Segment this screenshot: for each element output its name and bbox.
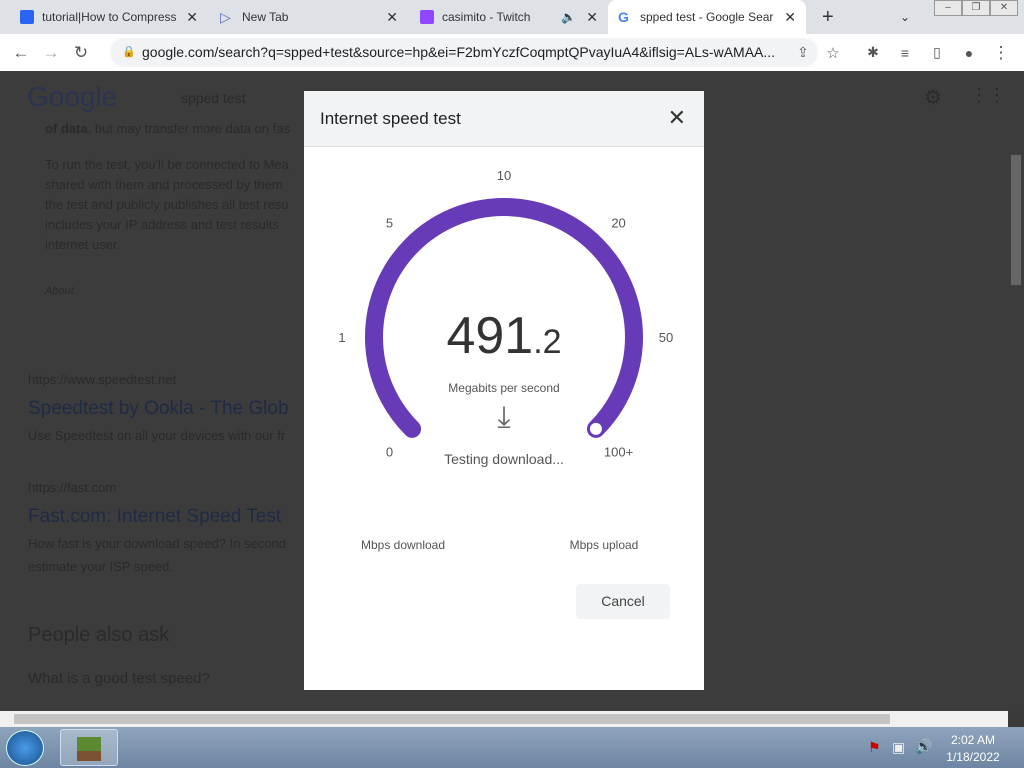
url-text: google.com/search?q=spped+test&source=hp… (142, 44, 776, 60)
bookmark-star-icon[interactable]: ☆ (826, 44, 840, 62)
close-tab-icon[interactable]: ✕ (186, 8, 198, 25)
gauge-tick-label: 5 (386, 215, 393, 230)
para-line: internet user. (45, 237, 121, 252)
speed-gauge: 0 1 5 10 20 50 100+ (338, 168, 673, 460)
speaker-icon[interactable]: 🔈 (561, 10, 576, 24)
play-icon: ▷ (220, 9, 231, 25)
media-icon[interactable]: ≡ (900, 44, 910, 61)
speed-test-dialog: Internet speed test ✕ 0 1 5 10 20 50 100+ 491.… (304, 91, 704, 690)
restore-button[interactable]: ❐ (962, 0, 990, 16)
new-tab-button[interactable]: + (822, 5, 834, 28)
toolbar: ← → ↻ 🔒 google.com/search?q=spped+test&so… (0, 34, 1024, 71)
result-title[interactable]: Speedtest by Ookla - The Glob (28, 398, 289, 419)
para-line: To run the test, you'll be connected to … (45, 157, 289, 172)
back-icon[interactable]: ← (12, 42, 30, 62)
question-item[interactable]: What is a good test speed? (28, 670, 210, 687)
status-text: Testing download... (444, 451, 564, 467)
volume-icon[interactable]: 🔊 (915, 738, 933, 754)
result-title[interactable]: Fast.com: Internet Speed Test (28, 506, 282, 527)
taskbar-minecraft[interactable] (60, 729, 118, 766)
forward-icon[interactable]: → (42, 42, 60, 62)
speed-value: 491 (446, 307, 534, 365)
result-desc: estimate your ISP speed. (28, 559, 174, 574)
dialog-title: Internet speed test (320, 108, 461, 128)
minecraft-icon (77, 737, 101, 761)
network-icon[interactable]: ▣ (892, 739, 906, 755)
tab-title: New Tab (242, 10, 289, 24)
para-line: includes your IP address and test result… (45, 217, 279, 232)
close-tab-icon[interactable]: ✕ (586, 8, 598, 25)
apps-grid-icon[interactable]: ⋮⋮ (970, 85, 1006, 105)
gauge-tick-label: 1 (338, 330, 345, 345)
tab-tutorial[interactable]: tutorial|How to Compress ✕ (10, 0, 208, 34)
tab-search-icon[interactable]: ⌄ (900, 10, 911, 24)
clock-date[interactable]: 1/18/2022 (946, 750, 1000, 764)
speed-unit: Megabits per second (448, 381, 560, 395)
snippet-text: , but may transfer more data on fas (87, 121, 290, 136)
close-tab-icon[interactable]: ✕ (386, 8, 398, 25)
download-result-label: Mbps download (360, 538, 446, 552)
cancel-button[interactable]: Cancel (576, 584, 670, 619)
result-desc: Use Speedtest on all your devices with o… (28, 428, 286, 443)
reload-icon[interactable]: ↻ (73, 42, 89, 62)
minimize-button[interactable]: – (934, 0, 962, 16)
result-url[interactable]: https://fast.com (28, 480, 117, 495)
result-desc: How fast is your download speed? In seco… (28, 536, 286, 551)
close-window-button[interactable]: ✕ (990, 0, 1018, 16)
tab-title: casimito - Twitch (442, 10, 531, 24)
snippet-bold: of data (45, 121, 88, 136)
para-line: shared with them and processed by them (45, 177, 283, 192)
gauge-knob (587, 420, 604, 437)
twitch-icon (420, 10, 434, 24)
search-input[interactable]: spped test (181, 90, 246, 106)
horizontal-scrollbar[interactable] (0, 711, 1008, 727)
gauge-tick-label: 0 (386, 445, 393, 460)
speed-decimal: .2 (533, 323, 562, 361)
start-button[interactable] (6, 730, 44, 766)
result-url[interactable]: https://www.speedtest.net (28, 372, 177, 387)
menu-icon[interactable]: ⋮ (992, 42, 1010, 62)
close-icon[interactable]: ✕ (667, 105, 686, 130)
download-arrow-icon: ⤓ (497, 401, 511, 434)
tab-title: tutorial|How to Compress (42, 10, 177, 24)
share-icon[interactable]: ⇪ (797, 44, 809, 60)
tab-strip: tutorial|How to Compress ✕ ▷ New Tab ✕ casi… (0, 0, 1024, 34)
action-center-flag-icon[interactable]: ⚑ (868, 739, 881, 755)
profile-avatar[interactable]: ● (964, 44, 974, 61)
css3-icon (20, 10, 34, 24)
address-bar[interactable]: 🔒 google.com/search?q=spped+test&source=h… (110, 38, 818, 67)
lock-icon: 🔒 (122, 46, 136, 58)
tab-new-tab[interactable]: ▷ New Tab ✕ (210, 0, 408, 34)
google-icon: G (618, 9, 629, 25)
para-line: the test and publicly publishes all test… (45, 197, 289, 212)
clock-time[interactable]: 2:02 AM (950, 733, 996, 747)
gauge-tick-label: 100+ (604, 445, 633, 460)
vertical-scrollbar[interactable] (1008, 71, 1024, 711)
about-link[interactable]: About (45, 285, 74, 297)
tab-twitch[interactable]: casimito - Twitch 🔈 ✕ (410, 0, 608, 34)
people-also-ask-heading: People also ask (28, 624, 170, 646)
google-logo[interactable]: Google (27, 81, 118, 112)
close-tab-icon[interactable]: ✕ (784, 8, 796, 25)
taskbar: ⚑ ▣ 🔊 2:02 AM 1/18/2022 (0, 727, 1024, 768)
extensions-icon[interactable]: ✱ (867, 44, 879, 60)
tab-title: spped test - Google Sear (640, 10, 774, 24)
gauge-arc (365, 198, 643, 438)
gauge-tick-label: 20 (611, 215, 625, 230)
side-panel-icon[interactable]: ▯ (933, 44, 941, 60)
upload-result-label: Mbps upload (569, 538, 639, 552)
gauge-tick-label: 10 (497, 168, 511, 183)
settings-gear-icon[interactable]: ⚙ (924, 87, 942, 109)
gauge-tick-label: 50 (659, 330, 673, 345)
